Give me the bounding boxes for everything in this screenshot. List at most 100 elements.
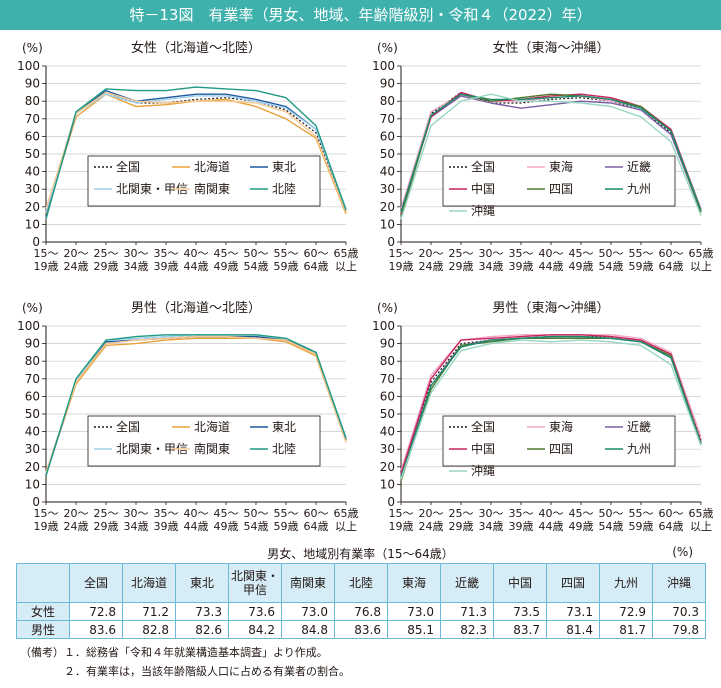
x-tick-label: 65歳 (334, 507, 359, 520)
series-line (400, 335, 702, 478)
y-tick-label: 80 (380, 94, 395, 108)
table-corner (16, 563, 70, 603)
x-tick-label: 59歳 (274, 520, 299, 533)
x-tick-label: 25〜 (449, 507, 474, 520)
y-tick-label: 90 (25, 337, 40, 351)
y-tick-label: 50 (380, 407, 395, 421)
x-tick-label: 59歳 (629, 520, 654, 533)
legend-label: 沖縄 (471, 203, 495, 218)
x-tick-label: 50〜 (244, 507, 269, 520)
y-tick-label: 100 (17, 319, 40, 333)
x-tick-label: 34歳 (124, 520, 149, 533)
legend-label: 南関東 (194, 181, 230, 196)
y-tick-label: 10 (380, 217, 395, 231)
y-tick-label: 20 (380, 460, 395, 474)
table-cell: 82.8 (122, 620, 176, 639)
chart-title: 女性（東海〜沖縄） (492, 40, 609, 56)
table-cell: 71.2 (122, 602, 176, 621)
x-tick-label: 30〜 (479, 247, 504, 260)
x-tick-label: 25〜 (449, 247, 474, 260)
chart-female-hokkaido-hokuriku: 女性（北海道〜北陸） (%) 0 10 20 30 40 50 60 70 80 90 100 15〜19… (17, 40, 358, 273)
table-cell: 81.7 (599, 620, 653, 639)
x-tick-label: 29歳 (449, 520, 474, 533)
legend-label: 東海 (549, 419, 573, 434)
x-tick-label: 39歳 (154, 520, 179, 533)
x-tick-label: 60〜 (304, 247, 329, 260)
x-tick-label: 40〜 (539, 247, 564, 260)
table-header-cell: 北海道 (122, 563, 176, 603)
note-line: （備考）１．総務省「令和４年就業構造基本調査」より作成。 (20, 646, 328, 659)
table-header-cell: 四国 (546, 563, 600, 603)
x-tick-label: 24歳 (419, 520, 444, 533)
y-tick-label: 90 (25, 77, 40, 91)
legend-label: 東海 (549, 159, 573, 174)
table-cell: 85.1 (387, 620, 441, 639)
x-tick-label: 29歳 (94, 260, 119, 273)
x-tick-label: 以上 (335, 520, 357, 533)
table-cell: 84.2 (228, 620, 282, 639)
x-tick-label: 19歳 (389, 520, 414, 533)
x-tick-label: 50〜 (599, 507, 624, 520)
x-tick-label: 15〜 (34, 247, 59, 260)
x-tick-label: 35〜 (154, 507, 179, 520)
legend-label: 四国 (549, 442, 573, 456)
y-tick-label: 0 (387, 235, 395, 249)
table-header-cell: 北関東・ 甲信 (228, 563, 282, 603)
series-line (45, 86, 347, 220)
y-tick-label: 50 (25, 147, 40, 161)
table-cell: 73.5 (493, 602, 547, 621)
series-line (400, 93, 702, 213)
legend-label: 北海道 (194, 159, 230, 174)
series-line (45, 337, 347, 475)
legend-label: 北関東・甲信 (116, 442, 188, 456)
table-cell: 83.6 (69, 620, 123, 639)
table-header-row: 全国 北海道 東北 北関東・ 甲信 南関東 北陸 東海 近畿 中国 四国 九州 … (16, 563, 706, 603)
x-tick-label: 34歳 (479, 260, 504, 273)
y-tick-label: 70 (380, 372, 395, 386)
x-tick-label: 20〜 (419, 247, 444, 260)
table-row-label: 女性 (16, 602, 70, 621)
table-header-cell: 沖縄 (652, 563, 706, 603)
x-tick-label: 以上 (335, 260, 357, 273)
table-header-cell: 南関東 (281, 563, 335, 603)
table-title: 男女、地域別有業率（15〜64歳） (267, 547, 454, 561)
x-tick-label: 49歳 (214, 260, 239, 273)
x-tick-label: 30〜 (124, 247, 149, 260)
legend-label: 全国 (116, 159, 140, 174)
x-tick-label: 54歳 (244, 520, 269, 533)
notes: （備考）１．総務省「令和４年就業構造基本調査」より作成。 ２．有業率は，当該年齢… (20, 643, 350, 681)
table-cell: 73.6 (228, 602, 282, 621)
y-tick-label: 50 (25, 407, 40, 421)
x-tick-label: 24歳 (64, 520, 89, 533)
table-header-cell: 近畿 (440, 563, 494, 603)
legend-label: 中国 (471, 181, 495, 196)
x-tick-label: 64歳 (659, 260, 684, 273)
series-line (45, 334, 347, 476)
y-tick-label: 70 (25, 372, 40, 386)
chart-title: 女性（北海道〜北陸） (131, 40, 261, 56)
x-tick-label: 44歳 (184, 260, 209, 273)
table-cell: 73.0 (387, 602, 441, 621)
x-tick-label: 39歳 (509, 260, 534, 273)
x-tick-label: 19歳 (34, 520, 59, 533)
x-tick-label: 15〜 (389, 247, 414, 260)
y-tick-label: 100 (372, 59, 395, 73)
legend-label: 北海道 (194, 419, 230, 434)
x-tick-label: 54歳 (244, 260, 269, 273)
x-tick-label: 20〜 (64, 247, 89, 260)
x-tick-label: 54歳 (599, 260, 624, 273)
x-tick-label: 29歳 (449, 260, 474, 273)
x-tick-label: 19歳 (389, 260, 414, 273)
y-tick-label: 60 (25, 129, 40, 143)
y-tick-label: 60 (380, 389, 395, 403)
legend-label: 九州 (627, 442, 651, 456)
figure-title: 特－13図 有業率（男女、地域、年齢階級別・令和４（2022）年） (0, 0, 721, 30)
y-tick-label: 30 (25, 182, 40, 196)
table-cell: 72.9 (599, 602, 653, 621)
legend-label: 全国 (471, 159, 495, 174)
y-tick-label: 10 (25, 477, 40, 491)
table-cell: 72.8 (69, 602, 123, 621)
x-tick-label: 34歳 (124, 260, 149, 273)
x-tick-label: 25〜 (94, 507, 119, 520)
y-tick-label: 20 (380, 200, 395, 214)
